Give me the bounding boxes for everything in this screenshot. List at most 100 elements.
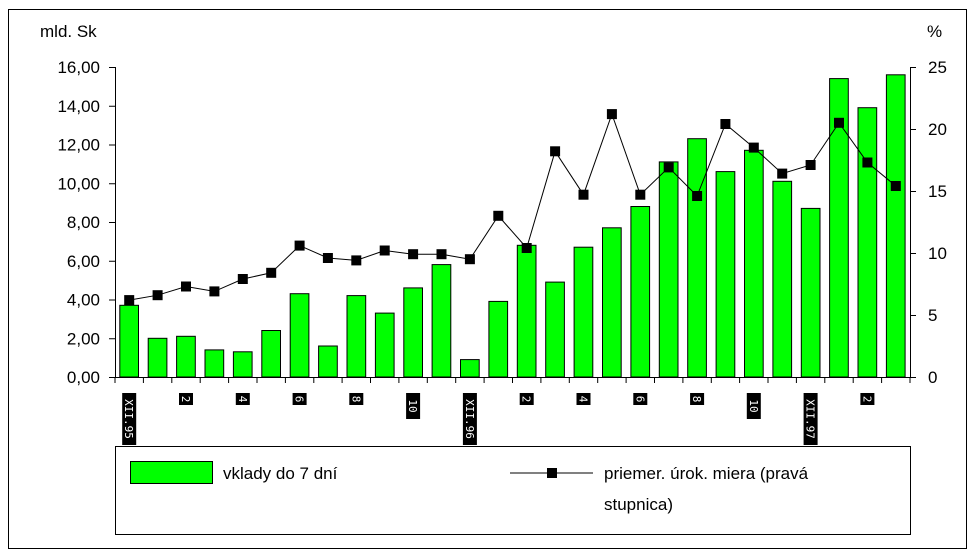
line-point — [890, 181, 901, 191]
x-label-box — [122, 393, 137, 445]
bar — [885, 74, 906, 378]
line-point — [351, 255, 362, 266]
left-tick-label: 4,00 — [67, 291, 100, 310]
x-label: XII.97 — [803, 393, 818, 445]
bar-series — [119, 74, 906, 378]
legend-line-marker — [547, 468, 557, 478]
right-axis-unit: % — [927, 22, 942, 41]
bar — [403, 287, 423, 378]
x-label: 6 — [292, 393, 307, 405]
x-label-text: 4 — [577, 396, 590, 403]
x-label-text: XII.95 — [122, 399, 135, 439]
legend-bar-swatch — [130, 461, 213, 484]
bar — [687, 138, 707, 378]
legend-line-label-1: priemer. úrok. miera (pravá — [604, 464, 809, 483]
legend-box — [115, 446, 911, 535]
line-point — [720, 119, 731, 129]
x-label-box — [576, 393, 591, 405]
line-point — [379, 245, 390, 256]
left-tick-label: 6,00 — [67, 252, 100, 271]
bar — [431, 264, 452, 378]
x-label: XII.96 — [462, 393, 477, 445]
x-label-text: 2 — [179, 396, 192, 403]
left-axis-ticks: 0,00 2,00 4,00 6,00 8,00 10,00 12,00 14,00 16,00 — [57, 58, 115, 387]
line-point — [294, 240, 305, 251]
legend: vklady do 7 dní priemer. úrok. miera (pr… — [115, 446, 911, 535]
bar — [261, 330, 281, 378]
bar — [289, 293, 310, 378]
right-tick-label: 20 — [928, 120, 947, 139]
left-axis-unit: mld. Sk — [40, 22, 97, 41]
left-tick-label: 2,00 — [67, 329, 100, 348]
x-label: 10 — [746, 393, 761, 419]
x-label-box — [633, 393, 648, 405]
bar — [318, 345, 338, 378]
x-label-box — [462, 393, 477, 445]
x-label: 8 — [690, 393, 705, 405]
bar — [204, 349, 225, 378]
right-tick-label: 10 — [928, 244, 947, 263]
x-label: 8 — [349, 393, 364, 405]
line-point — [521, 243, 532, 253]
x-label-box — [690, 393, 705, 405]
line-point — [436, 249, 447, 260]
x-label-text: 6 — [633, 396, 646, 403]
line-point — [408, 249, 419, 260]
line-point — [322, 253, 333, 263]
bar — [829, 78, 849, 378]
line-point — [635, 189, 646, 200]
left-tick-label: 8,00 — [67, 213, 100, 232]
x-label-text: 4 — [236, 396, 249, 403]
line-point — [805, 160, 816, 170]
line-point — [237, 274, 248, 284]
x-label-box — [292, 393, 307, 405]
right-axis-ticks: 0 5 10 15 20 25 — [910, 58, 947, 387]
bar — [232, 351, 253, 378]
left-tick-label: 0,00 — [67, 368, 100, 387]
legend-line-label-2: stupnica) — [604, 495, 673, 514]
legend-bar-label: vklady do 7 dní — [223, 464, 338, 483]
x-label: 2 — [860, 393, 875, 405]
x-label-box — [349, 393, 364, 405]
x-label-box — [860, 393, 875, 405]
left-tick-label: 12,00 — [57, 136, 100, 155]
line-point — [209, 286, 220, 297]
x-label-text: 8 — [690, 396, 703, 403]
left-tick-label: 16,00 — [57, 58, 100, 77]
left-tick-label: 10,00 — [57, 174, 100, 193]
bar — [602, 227, 622, 378]
line-point — [777, 168, 788, 179]
bar — [374, 312, 395, 378]
line-point — [692, 191, 703, 201]
x-label-text: 8 — [349, 396, 362, 403]
line-point — [152, 290, 163, 301]
x-label-text: XII.96 — [463, 399, 476, 439]
bar — [176, 335, 196, 378]
line-point — [550, 146, 561, 157]
x-label-box — [179, 393, 193, 405]
x-label-box — [406, 393, 421, 419]
left-tick-label: 14,00 — [57, 97, 100, 116]
bar — [772, 180, 793, 378]
bar — [460, 359, 480, 378]
x-label-text: 10 — [747, 399, 760, 412]
right-tick-label: 15 — [928, 182, 947, 201]
x-label: 2 — [519, 393, 534, 405]
bar — [573, 246, 594, 378]
x-label: 4 — [235, 393, 250, 405]
right-tick-label: 5 — [928, 306, 937, 325]
x-label-box — [803, 393, 818, 445]
bar — [488, 300, 509, 378]
bar — [630, 206, 651, 378]
x-label: 2 — [179, 393, 193, 405]
bar — [545, 281, 565, 378]
x-label: 6 — [633, 393, 648, 405]
line-point — [493, 210, 504, 221]
line-point — [124, 295, 135, 306]
x-label: XII.95 — [122, 393, 137, 445]
series-line — [129, 112, 897, 301]
bar — [857, 107, 878, 378]
x-axis-labels: XII.95 2 4 6 8 10 XII.96 2 4 6 8 10 XII.97 2 — [114, 377, 911, 445]
